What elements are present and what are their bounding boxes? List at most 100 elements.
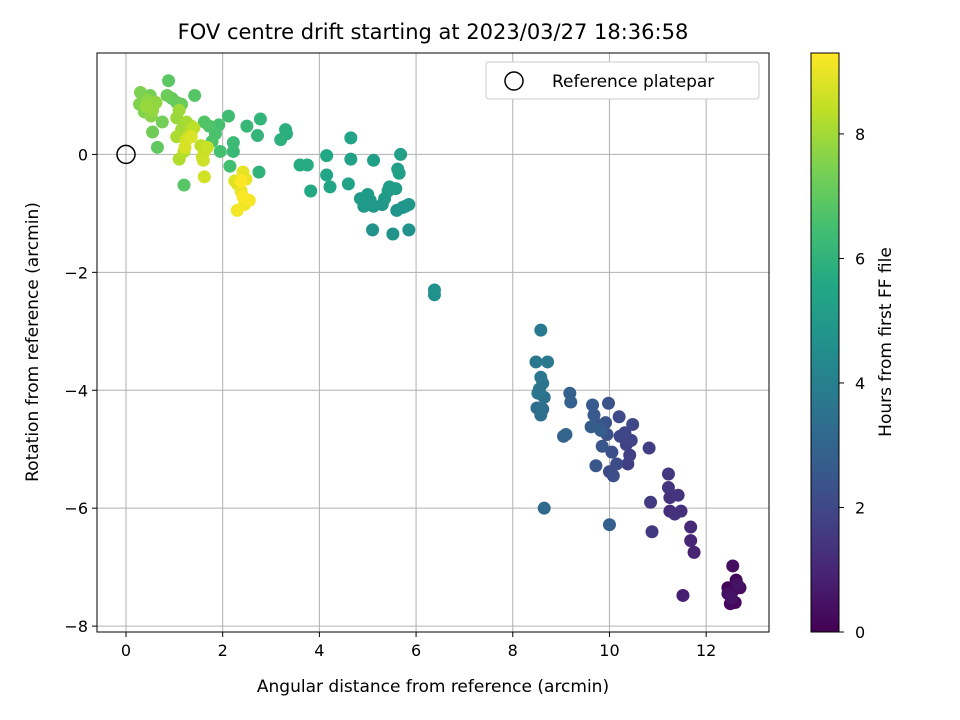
data-point: [642, 441, 656, 455]
data-point: [586, 398, 600, 412]
data-point: [587, 408, 601, 422]
colorbar-tick-label: 4: [855, 374, 865, 393]
data-point: [251, 129, 265, 143]
data-point: [162, 74, 176, 88]
x-tick-label: 10: [599, 641, 619, 660]
data-point: [671, 488, 685, 502]
data-point: [595, 439, 609, 453]
data-point: [221, 109, 235, 123]
x-tick-label: 4: [314, 641, 324, 660]
data-point: [623, 448, 637, 462]
x-axis-label: Angular distance from reference (arcmin): [257, 677, 609, 697]
data-point: [724, 591, 738, 605]
data-point: [668, 507, 682, 521]
colorbar: 0 2 4 6 8 Hours from first FF file: [810, 52, 896, 642]
y-tick-label: −2: [64, 263, 88, 282]
data-point: [279, 123, 293, 137]
data-points: [133, 74, 747, 611]
data-point: [230, 203, 244, 217]
data-point: [226, 136, 240, 150]
data-point: [392, 166, 406, 180]
data-point: [200, 140, 214, 154]
plot-frame: [96, 52, 770, 633]
data-point: [252, 165, 266, 179]
y-tick-label: −8: [64, 617, 88, 636]
data-point: [676, 588, 690, 602]
data-point: [155, 115, 169, 129]
data-point: [534, 370, 548, 384]
data-point: [196, 153, 210, 167]
data-point: [184, 130, 198, 144]
data-point: [320, 149, 334, 163]
data-point: [644, 495, 658, 509]
x-tick-label: 2: [218, 641, 228, 660]
data-point: [240, 119, 254, 133]
data-point: [146, 125, 160, 139]
gridlines: [97, 53, 769, 632]
data-point: [394, 147, 408, 161]
data-point: [687, 545, 701, 559]
data-point: [389, 182, 403, 196]
data-point: [150, 140, 164, 154]
data-point: [661, 481, 675, 495]
data-point: [605, 445, 619, 459]
x-tick-label: 0: [121, 641, 131, 660]
data-point: [177, 178, 191, 192]
y-tick-label: 0: [78, 145, 88, 164]
reference-platepar-marker: [116, 144, 136, 165]
data-point: [197, 115, 211, 129]
data-point: [323, 180, 337, 194]
data-point: [223, 159, 237, 173]
data-point: [537, 501, 551, 515]
data-point: [178, 140, 192, 154]
data-point: [645, 525, 659, 539]
data-point: [601, 396, 615, 410]
y-axis-label: Rotation from reference (arcmin): [23, 202, 43, 482]
data-point: [344, 152, 358, 166]
data-point: [594, 423, 608, 437]
colorbar-tick-label: 2: [855, 498, 865, 517]
data-point: [589, 459, 603, 473]
legend-entry-reference-platepar: Reference platepar: [552, 72, 714, 92]
data-point: [293, 158, 307, 172]
y-tick-label: −6: [64, 499, 88, 518]
data-point: [534, 323, 548, 337]
data-point: [366, 223, 380, 237]
data-point: [626, 417, 640, 431]
colorbar-gradient: [810, 52, 840, 633]
data-point: [531, 386, 545, 400]
data-point: [172, 103, 186, 117]
data-point: [197, 170, 211, 184]
data-point: [661, 467, 675, 481]
data-point: [541, 355, 555, 369]
data-point: [361, 188, 375, 202]
data-point: [341, 177, 355, 191]
data-point: [602, 518, 616, 532]
data-point: [613, 429, 627, 443]
data-point: [304, 184, 318, 198]
colorbar-tick-label: 6: [855, 249, 865, 268]
x-axis-ticks: 0 2 4 6 8 10 12: [121, 632, 716, 660]
colorbar-tick-label: 8: [855, 125, 865, 144]
data-point: [274, 133, 288, 147]
data-point: [234, 174, 248, 188]
x-tick-label: 8: [508, 641, 518, 660]
data-point: [559, 427, 573, 441]
data-point: [726, 559, 740, 573]
x-tick-label: 6: [411, 641, 421, 660]
data-point: [612, 410, 626, 424]
x-tick-label: 12: [696, 641, 716, 660]
data-point: [534, 408, 548, 422]
data-point: [188, 88, 202, 102]
data-point: [320, 168, 334, 182]
legend-box: [485, 61, 760, 100]
data-point: [139, 99, 153, 113]
data-point: [160, 88, 174, 102]
data-point: [344, 131, 358, 145]
data-point: [236, 190, 250, 204]
colorbar-tick-label: 0: [855, 623, 865, 642]
y-axis-ticks: −8 −6 −4 −2 0: [64, 145, 97, 636]
data-point: [386, 227, 400, 241]
plot-area: [96, 52, 770, 633]
